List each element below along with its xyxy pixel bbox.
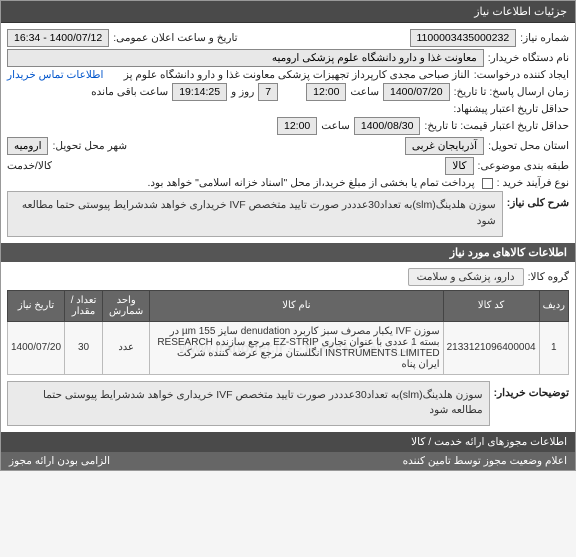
requester-label: ایجاد کننده درخواست: [474,69,569,81]
time-label-1: ساعت [350,86,379,98]
col-unit: واحد شمارش [103,290,150,321]
col-date: تاریخ نیاز [8,290,65,321]
main-desc-value: سوزن هلدینگ(slm)به تعداد30عدددر صورت تای… [7,191,503,237]
must-have-label: الزامی بودن ارائه مجوز [9,455,110,467]
buyer-notes-label: توضیحات خریدار: [494,381,569,399]
subject-value: کالا [445,157,473,175]
col-idx: ردیف [539,290,568,321]
cell-name-text: سوزن IVF یکبار مصرف سبز کاربرد denudatio… [157,326,439,370]
subject-label: طبقه بندی موضوعی: [478,160,569,172]
cell-code: 2133121096400004 [443,321,539,374]
cell-qty: 30 [65,321,103,374]
valid-price-date: 1400/08/30 [354,117,421,135]
deadline-date: 1400/07/20 [383,83,450,101]
cell-name: سوزن IVF یکبار مصرف سبز کاربرد denudatio… [150,321,443,374]
col-name: نام کالا [150,290,443,321]
buyer-value: معاونت غذا و دارو دانشگاه علوم پزشکی ارو… [7,49,484,67]
days-remaining: 7 [258,83,278,101]
col-qty: تعداد / مقدار [65,290,103,321]
time-remaining: 19:14:25 [172,83,227,101]
main-desc-label: شرح کلی نیاز: [507,191,569,209]
province-label: استان محل تحویل: [488,140,569,152]
valid-price-label: حداقل تاریخ اعتبار قیمت: تا تاریخ: [424,120,569,132]
goods-section-title: اطلاعات کالاهای مورد نیاز [1,243,575,262]
cell-unit: عدد [103,321,150,374]
buyer-label: نام دستگاه خریدار: [488,52,569,64]
deadline-time: 12:00 [306,83,346,101]
buy-type-checkbox[interactable] [482,178,493,189]
permits-bar: اطلاعات مجوزهای ارائه خدمت / کالا [1,432,575,452]
group-value: دارو، پزشکی و سلامت [408,268,524,286]
remain-label: ساعت باقی مانده [91,86,168,98]
pub-date-value: 1400/07/12 - 16:34 [7,29,109,47]
requester-value: الناز صباحی مجدی کارپرداز تجهیزات پزشکی … [107,69,469,81]
service-label: کالا/خدمت [7,160,52,172]
need-no-value: 1100003435000232 [410,29,517,47]
city-value: ارومیه [7,137,48,155]
buy-type-note: پرداخت تمام یا بخشی از مبلغ خرید،از محل … [147,177,474,189]
panel-title: جزئیات اطلاعات نیاز [1,1,575,23]
deadline-label: حداقل تاریخ اعتبار پیشنهاد: [453,103,569,115]
pub-date-label: تاریخ و ساعت اعلان عمومی: [113,32,237,44]
goods-table: ردیف کد کالا نام کالا واحد شمارش تعداد /… [7,290,569,375]
buy-type-label: نوع فرآیند خرید : [497,177,569,189]
send-until-label: زمان ارسال پاسخ: تا تاریخ: [454,86,569,98]
valid-price-time: 12:00 [277,117,317,135]
supplier-status-label: اعلام وضعیت مجوز توسط تامین کننده [403,455,567,467]
col-code: کد کالا [443,290,539,321]
buyer-notes-value: سوزن هلدینگ(slm)به تعداد30عدددر صورت تای… [7,381,490,427]
contact-link[interactable]: اطلاعات تماس خریدار [7,69,103,81]
need-no-label: شماره نیاز: [520,32,569,44]
city-label: شهر محل تحویل: [52,140,127,152]
province-value: آذربایجان غربی [405,137,484,155]
time-label-2: ساعت [321,120,350,132]
days-label: روز و [231,86,254,98]
cell-idx: 1 [539,321,568,374]
cell-date: 1400/07/20 [8,321,65,374]
table-row: 1 2133121096400004 سوزن IVF یکبار مصرف س… [8,321,569,374]
group-label: گروه کالا: [528,271,569,283]
